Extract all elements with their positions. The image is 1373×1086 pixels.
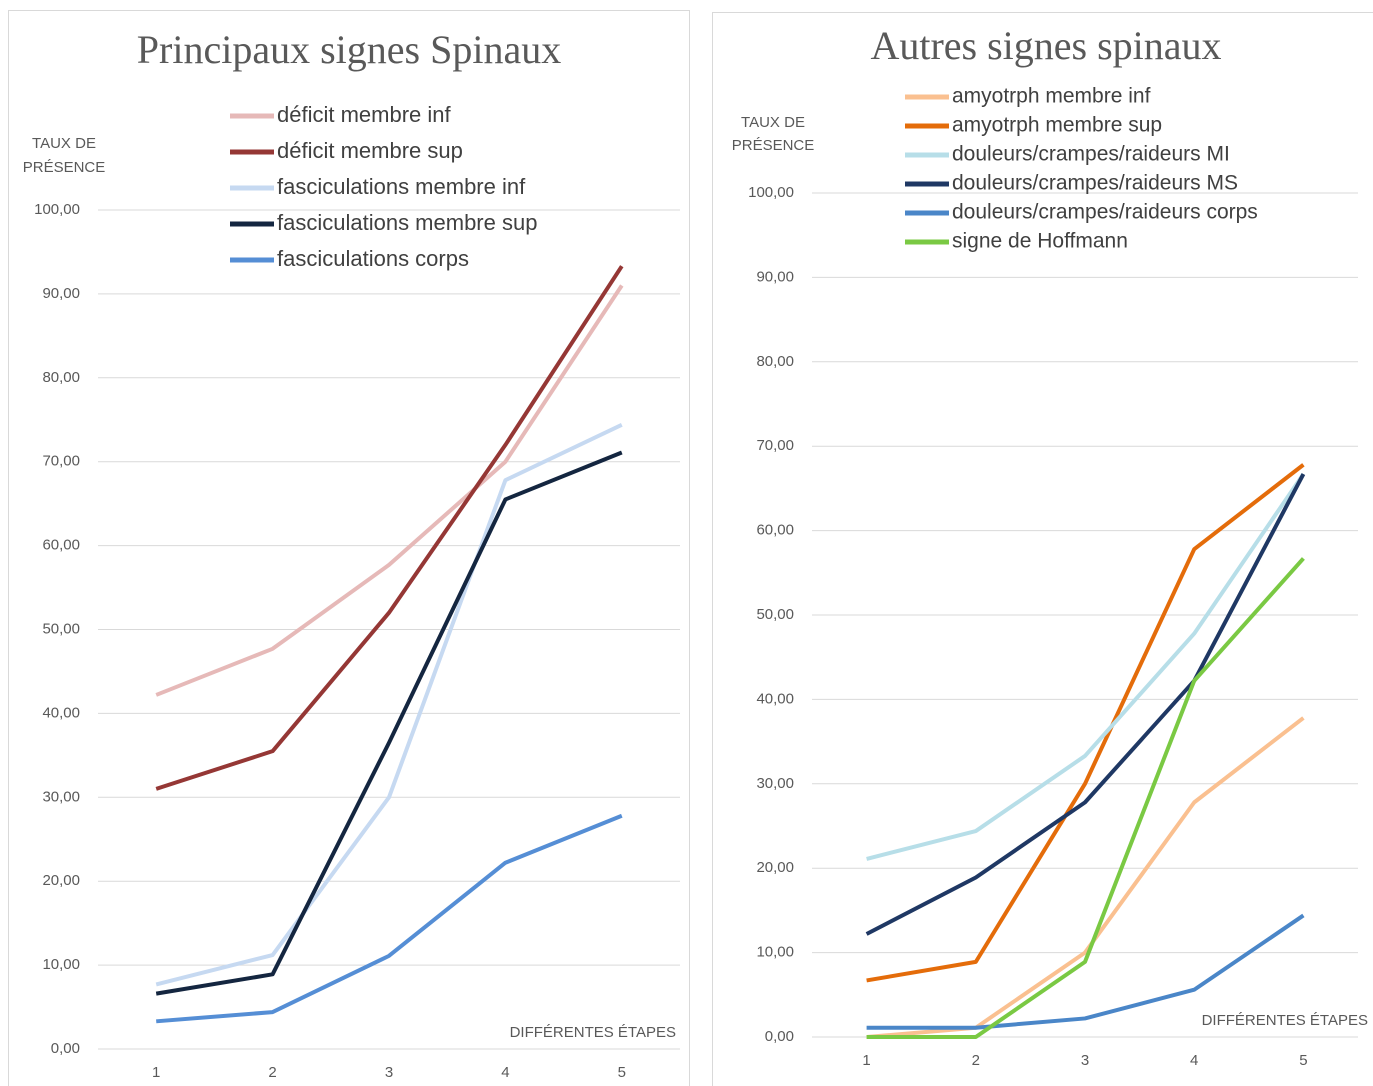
x-tick-label: 4 bbox=[1190, 1052, 1198, 1069]
x-tick-label: 1 bbox=[862, 1052, 870, 1069]
y-tick-label: 90,00 bbox=[756, 268, 794, 285]
legend-label: signe de Hoffmann bbox=[952, 230, 1128, 253]
x-tick-label: 4 bbox=[501, 1064, 509, 1081]
legend-label: fasciculations membre sup bbox=[277, 210, 537, 235]
legend-label: fasciculations membre inf bbox=[277, 174, 526, 199]
y-tick-label: 0,00 bbox=[51, 1040, 80, 1057]
x-tick-label: 3 bbox=[1081, 1052, 1089, 1069]
y-axis-label: TAUX DE bbox=[32, 135, 96, 152]
x-axis-label: DIFFÉRENTES ÉTAPES bbox=[1202, 1012, 1368, 1029]
series-line bbox=[155, 422, 623, 987]
y-axis-label: TAUX DE bbox=[741, 114, 805, 131]
y-tick-label: 70,00 bbox=[42, 453, 80, 470]
chart-title: Principaux signes Spinaux bbox=[137, 27, 561, 72]
series-line bbox=[155, 265, 624, 791]
legend-label: déficit membre inf bbox=[277, 102, 452, 127]
panel bbox=[712, 12, 1373, 1086]
y-tick-label: 100,00 bbox=[748, 184, 794, 201]
series-line bbox=[866, 716, 1305, 1039]
y-tick-label: 70,00 bbox=[756, 437, 794, 454]
legend-label: déficit membre sup bbox=[277, 138, 463, 163]
y-tick-label: 60,00 bbox=[756, 522, 794, 539]
y-tick-label: 20,00 bbox=[756, 859, 794, 876]
series-line bbox=[155, 284, 624, 697]
y-tick-label: 20,00 bbox=[42, 872, 80, 889]
x-tick-label: 1 bbox=[152, 1064, 160, 1081]
legend-label: fasciculations corps bbox=[277, 246, 469, 271]
y-axis-label: PRÉSENCE bbox=[23, 159, 106, 176]
series-line bbox=[156, 813, 623, 1024]
y-tick-label: 100,00 bbox=[34, 201, 80, 218]
x-tick-label: 2 bbox=[268, 1064, 276, 1081]
legend-label: amyotrph membre inf bbox=[952, 85, 1151, 108]
x-tick-label: 5 bbox=[1299, 1052, 1307, 1069]
y-axis-label: PRÉSENCE bbox=[732, 137, 815, 154]
x-axis-label: DIFFÉRENTES ÉTAPES bbox=[510, 1024, 676, 1041]
panel bbox=[8, 10, 690, 1086]
series-line bbox=[866, 557, 1305, 1039]
y-tick-label: 30,00 bbox=[756, 775, 794, 792]
y-tick-label: 50,00 bbox=[756, 606, 794, 623]
x-tick-label: 3 bbox=[385, 1064, 393, 1081]
chart-title: Autres signes spinaux bbox=[870, 23, 1221, 68]
legend-label: douleurs/crampes/raideurs MS bbox=[952, 172, 1238, 195]
y-tick-label: 60,00 bbox=[42, 537, 80, 554]
y-tick-label: 10,00 bbox=[756, 944, 794, 961]
y-tick-label: 90,00 bbox=[42, 285, 80, 302]
y-tick-label: 80,00 bbox=[42, 369, 80, 386]
legend-label: douleurs/crampes/raideurs MI bbox=[952, 143, 1230, 166]
y-tick-label: 40,00 bbox=[756, 690, 794, 707]
x-tick-label: 2 bbox=[972, 1052, 980, 1069]
series-line bbox=[155, 450, 623, 996]
y-tick-label: 40,00 bbox=[42, 704, 80, 721]
y-tick-label: 10,00 bbox=[42, 956, 80, 973]
y-tick-label: 80,00 bbox=[756, 353, 794, 370]
series-line bbox=[866, 913, 1305, 1030]
series-line bbox=[866, 472, 1306, 861]
y-tick-label: 30,00 bbox=[42, 788, 80, 805]
series-line bbox=[865, 473, 1306, 936]
series-line bbox=[866, 463, 1305, 983]
legend-label: amyotrph membre sup bbox=[952, 114, 1162, 137]
legend-label: douleurs/crampes/raideurs corps bbox=[952, 201, 1258, 224]
x-tick-label: 5 bbox=[618, 1064, 626, 1081]
y-tick-label: 50,00 bbox=[42, 620, 80, 637]
y-tick-label: 0,00 bbox=[765, 1028, 794, 1045]
